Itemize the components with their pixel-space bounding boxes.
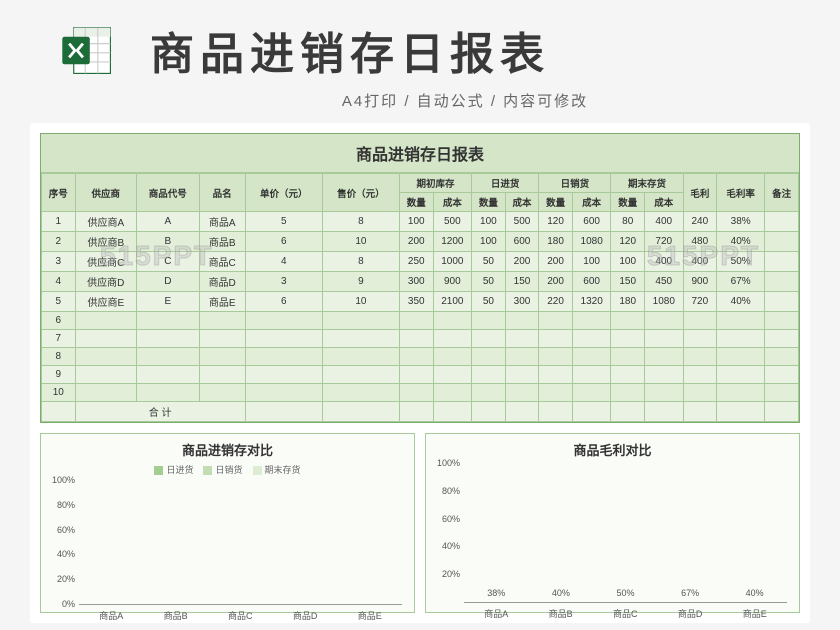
table-row: 8	[42, 348, 799, 366]
table-row: 3供应商CC商品C4825010005020020010010040040050…	[42, 252, 799, 272]
table-row: 7	[42, 330, 799, 348]
charts-row: 商品进销存对比 日进货日销货期末存货 100%80%60%40%20%0% 商品…	[40, 433, 800, 613]
col-out: 日销货	[539, 174, 611, 193]
col-supplier: 供应商	[75, 174, 136, 212]
subtitle: A4打印 / 自动公式 / 内容可修改	[0, 90, 840, 111]
header: 商品进销存日报表	[0, 0, 840, 90]
chart2-xaxis: 商品A商品B商品C商品D商品E	[464, 607, 787, 620]
table-row: 1供应商AA商品A581005001005001206008040024038%	[42, 212, 799, 232]
chart1-body: 100%80%60%40%20%0%	[79, 480, 402, 605]
col-saleprice: 售价（元）	[322, 174, 399, 212]
excel-icon	[60, 23, 115, 78]
chart2-body: 100%80%60%40%20%38%40%50%67%40%	[464, 463, 787, 603]
col-end: 期末存货	[611, 174, 683, 193]
col-in: 日进货	[472, 174, 539, 193]
page-title: 商品进销存日报表	[150, 18, 550, 82]
table-row: 6	[42, 312, 799, 330]
table-row: 4供应商DD商品D393009005015020060015045090067%	[42, 272, 799, 292]
table-row: 2供应商BB商品B6102001200100600180108012072048…	[42, 232, 799, 252]
chart-stock: 商品进销存对比 日进货日销货期末存货 100%80%60%40%20%0% 商品…	[40, 433, 415, 613]
table-container: 商品进销存日报表 序号 供应商 商品代号 品名 单价（元） 售价（元） 期初库存…	[40, 133, 800, 423]
table-row: 9	[42, 366, 799, 384]
spreadsheet: 商品进销存日报表 序号 供应商 商品代号 品名 单价（元） 售价（元） 期初库存…	[30, 123, 810, 623]
chart2-title: 商品毛利对比	[432, 440, 793, 459]
col-begin: 期初库存	[399, 174, 471, 193]
data-table: 序号 供应商 商品代号 品名 单价（元） 售价（元） 期初库存 日进货 日销货 …	[41, 173, 799, 422]
col-unitprice: 单价（元）	[245, 174, 322, 212]
table-row: 10	[42, 384, 799, 402]
col-code: 商品代号	[137, 174, 200, 212]
table-title: 商品进销存日报表	[41, 134, 799, 173]
col-rate: 毛利率	[717, 174, 765, 212]
chart1-legend: 日进货日销货期末存货	[47, 463, 408, 476]
col-profit: 毛利	[683, 174, 717, 212]
col-name: 品名	[199, 174, 245, 212]
chart1-title: 商品进销存对比	[47, 440, 408, 459]
chart-profit: 商品毛利对比 100%80%60%40%20%38%40%50%67%40% 商…	[425, 433, 800, 613]
table-row: 5供应商EE商品E6103502100503002201320180108072…	[42, 292, 799, 312]
chart1-xaxis: 商品A商品B商品C商品D商品E	[79, 609, 402, 622]
col-seq: 序号	[42, 174, 76, 212]
col-note: 备注	[765, 174, 799, 212]
total-row: 合 计	[42, 402, 799, 422]
